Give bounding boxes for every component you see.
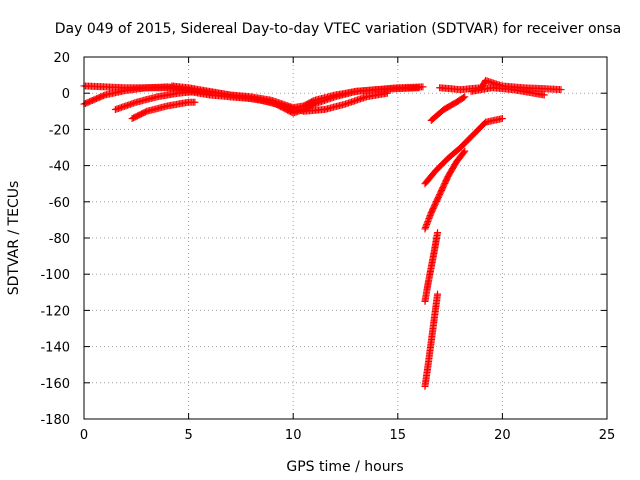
x-tick-label: 20 [494,428,511,443]
x-tick-label: 15 [390,428,407,443]
y-tick-label: -180 [40,413,70,428]
series-arc-9 [421,115,506,188]
y-tick-label: 0 [62,87,70,102]
series-arc-11 [421,229,442,305]
x-tick-label: 5 [184,428,192,443]
y-axis-label: SDTVAR / TECUs [6,181,22,296]
y-tick-label: -100 [40,268,70,283]
data-point [191,98,199,106]
y-tick-label: -120 [40,304,70,319]
series-arc-12 [421,290,442,390]
series-arc-7 [467,84,548,99]
axis-ticks [83,56,608,420]
data-point [419,83,427,91]
y-tick-label: -20 [49,123,70,138]
series-arc-5 [168,82,427,112]
data-point [434,290,442,298]
data-point [460,94,468,102]
data-point [434,229,442,237]
y-tick-labels: 20 0 -20 -40 -60 -80 -100 -120 -140 -160 -180 [40,51,70,428]
y-tick-label: -140 [40,341,70,356]
y-tick-label: -160 [40,377,70,392]
data-point [460,148,468,156]
data-point [498,115,506,123]
x-tick-label: 10 [285,428,302,443]
data-point [557,86,565,94]
chart-title: Day 049 of 2015, Sidereal Day-to-day VTE… [55,21,622,37]
data-point [461,93,469,101]
series-arc-10 [421,147,469,233]
series-arc-4 [128,98,199,123]
data-point [461,147,469,155]
x-axis-label: GPS time / hours [286,459,403,475]
series-arc-8 [427,93,469,124]
x-tick-label: 25 [599,428,616,443]
y-tick-label: -60 [49,196,70,211]
x-tick-labels: 0 5 10 15 20 25 [80,428,615,443]
data-point [540,91,548,99]
y-tick-label: 20 [53,51,70,66]
x-tick-label: 0 [80,428,88,443]
y-tick-label: -40 [49,160,70,175]
plot-area [80,77,565,390]
y-tick-label: -80 [49,232,70,247]
